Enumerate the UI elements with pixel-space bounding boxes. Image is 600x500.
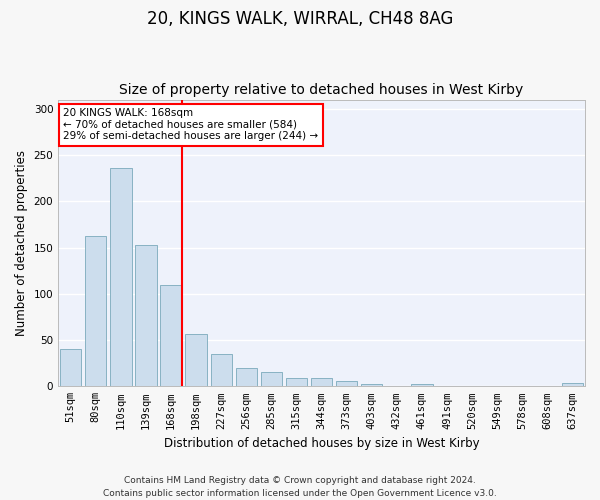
Bar — [411, 384, 433, 386]
Bar — [261, 372, 282, 386]
Bar — [336, 381, 358, 386]
Bar — [562, 382, 583, 386]
Bar — [136, 245, 157, 386]
Bar — [110, 168, 131, 386]
Bar — [60, 350, 82, 387]
Bar — [311, 378, 332, 386]
Bar — [185, 334, 207, 386]
Bar — [211, 354, 232, 386]
Bar — [160, 284, 182, 386]
X-axis label: Distribution of detached houses by size in West Kirby: Distribution of detached houses by size … — [164, 437, 479, 450]
Title: Size of property relative to detached houses in West Kirby: Size of property relative to detached ho… — [119, 83, 524, 97]
Text: 20, KINGS WALK, WIRRAL, CH48 8AG: 20, KINGS WALK, WIRRAL, CH48 8AG — [147, 10, 453, 28]
Text: Contains HM Land Registry data © Crown copyright and database right 2024.
Contai: Contains HM Land Registry data © Crown c… — [103, 476, 497, 498]
Bar — [361, 384, 382, 386]
Bar — [236, 368, 257, 386]
Bar — [85, 236, 106, 386]
Bar — [286, 378, 307, 386]
Text: 20 KINGS WALK: 168sqm
← 70% of detached houses are smaller (584)
29% of semi-det: 20 KINGS WALK: 168sqm ← 70% of detached … — [64, 108, 319, 142]
Y-axis label: Number of detached properties: Number of detached properties — [15, 150, 28, 336]
